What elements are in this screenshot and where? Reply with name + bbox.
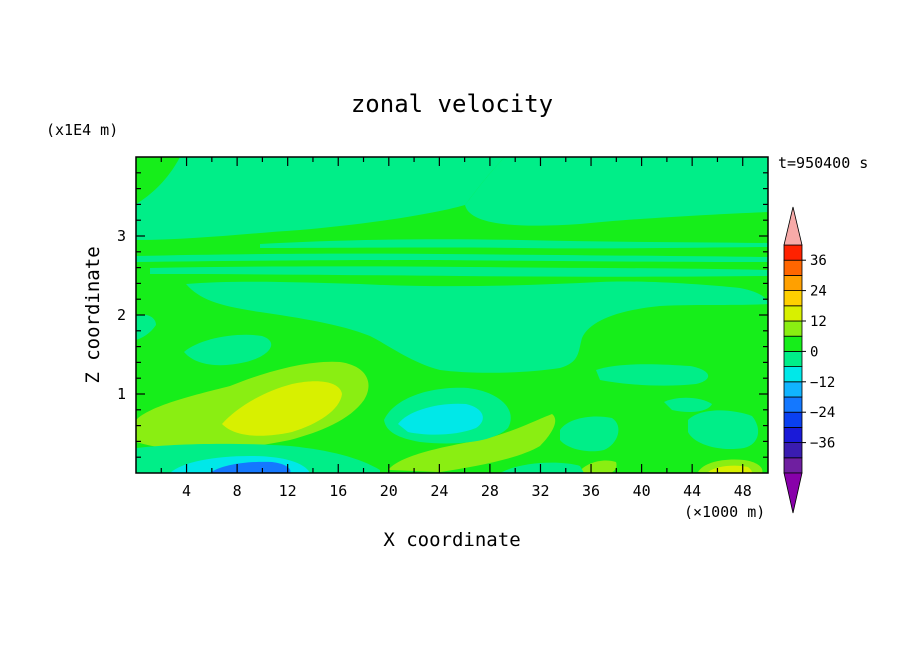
x-tick-label: 44	[683, 482, 701, 500]
x-tick-label: 36	[582, 482, 600, 500]
colorbar-swatch	[783, 320, 803, 337]
colorbar-tick-label: 24	[810, 284, 827, 300]
colorbar-tick-label: 36	[810, 253, 827, 269]
y-unit-label: (x1E4 m)	[46, 121, 118, 139]
colorbar-tick-label: −36	[810, 436, 835, 452]
colorbar: 36 24 12 0 −12 −24 −36	[783, 206, 835, 514]
colorbar-swatch	[783, 290, 803, 307]
contour-region-positive-core	[222, 381, 342, 436]
y-tick-label: 3	[117, 227, 126, 245]
colorbar-swatch	[783, 411, 803, 428]
colorbar-extend-low	[783, 472, 803, 514]
x-tick-label: 20	[380, 482, 398, 500]
contour-region-negative-bottom-right	[500, 462, 584, 473]
colorbar-swatch	[783, 259, 803, 276]
colorbar-tick-label: 12	[810, 314, 827, 330]
x-tick-label: 48	[734, 482, 752, 500]
colorbar-tick-label: 0	[810, 344, 818, 360]
x-tick-label: 16	[329, 482, 347, 500]
colorbar-swatch	[783, 457, 803, 474]
contour-region-negative-right-2	[688, 410, 759, 450]
colorbar-swatch	[783, 305, 803, 322]
y-tick-label: 2	[117, 306, 126, 324]
y-axis-label: Z coordinate	[82, 246, 104, 383]
colorbar-swatch	[783, 442, 803, 459]
colorbar-swatch	[783, 335, 803, 352]
y-axis-ticks: 1 2 3	[117, 172, 768, 458]
contour-region-right-negative	[596, 364, 709, 386]
x-tick-label: 40	[633, 482, 651, 500]
chart-title: zonal velocity	[351, 90, 553, 118]
y-tick-label: 1	[117, 385, 126, 403]
colorbar-swatch	[783, 366, 803, 383]
contour-region-upper-right	[465, 157, 768, 226]
contour-region-midleft-negative	[184, 334, 272, 366]
colorbar-swatch	[783, 350, 803, 367]
contour-region-negative-bottom-blue	[210, 461, 291, 473]
contour-region-positive-small	[578, 460, 617, 473]
colorbar-swatch	[783, 244, 803, 261]
x-tick-label: 12	[279, 482, 297, 500]
contour-region-positive-right-core	[708, 465, 752, 473]
x-tick-label: 24	[430, 482, 448, 500]
x-tick-label: 8	[233, 482, 242, 500]
contour-band-3	[150, 266, 768, 277]
x-tick-label: 28	[481, 482, 499, 500]
contour-region-negative-center-cyan	[398, 403, 483, 435]
colorbar-swatch	[783, 426, 803, 443]
contour-region-central-negative	[186, 281, 768, 373]
colorbar-swatch	[783, 274, 803, 291]
contour-region-left-wedge	[136, 314, 156, 340]
colorbar-swatch	[783, 381, 803, 398]
contour-field	[136, 157, 768, 473]
x-axis-label: X coordinate	[383, 529, 520, 551]
contour-region-negative-right-3	[664, 397, 712, 412]
time-label: t=950400 s	[778, 154, 868, 172]
x-tick-label: 32	[531, 482, 549, 500]
x-axis-ticks: 4 8 12 16 20 24 28 32 36 40 44 48	[160, 157, 752, 500]
x-tick-label: 4	[182, 482, 191, 500]
x-unit-label: (×1000 m)	[684, 503, 765, 521]
contour-band-1	[260, 239, 768, 249]
colorbar-tick-label: −12	[810, 375, 835, 391]
colorbar-extend-high	[783, 206, 803, 246]
contour-region-positive-mid	[388, 414, 556, 472]
contour-band-2	[136, 253, 768, 262]
contour-region-negative-right-1	[560, 416, 619, 452]
colorbar-swatch	[783, 396, 803, 413]
colorbar-tick-label: −24	[810, 405, 835, 421]
contour-region-upper-negative	[136, 157, 505, 240]
